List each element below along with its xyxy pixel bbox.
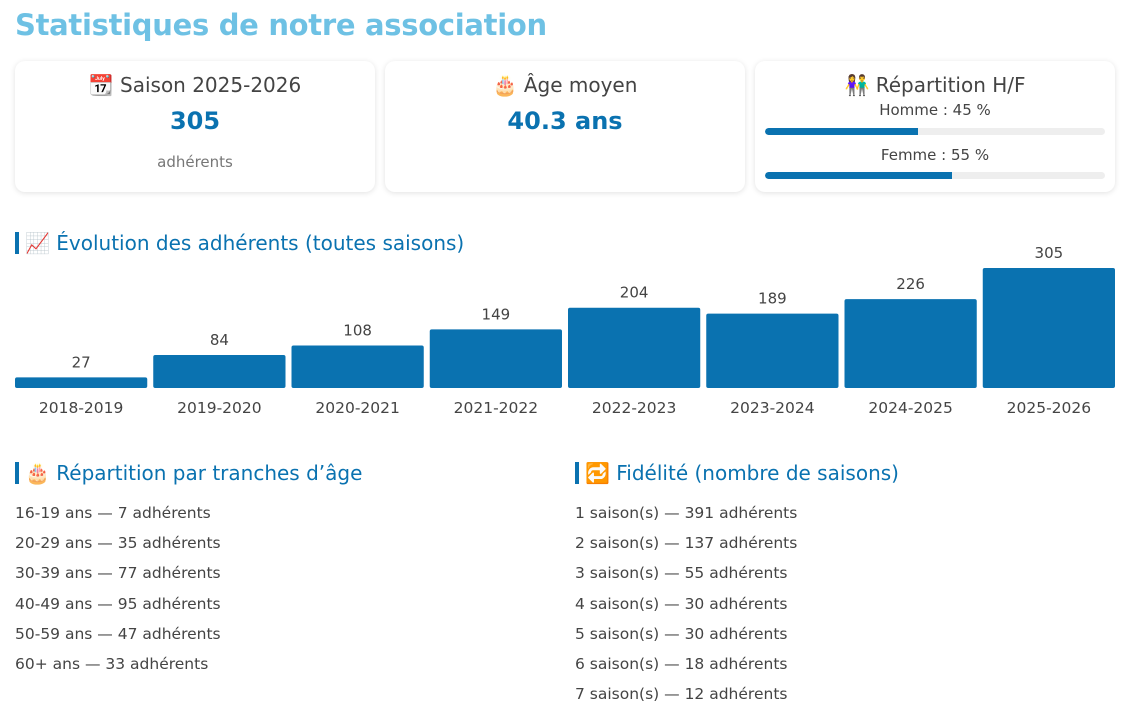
loyalty-item: 3 saison(s) — 55 adhérents (575, 564, 788, 583)
bar-2025-2026 (982, 268, 1115, 388)
female-progress-track (765, 172, 1105, 179)
x-tick-label: 2022-2023 (592, 399, 677, 417)
bar-value-label: 149 (482, 305, 511, 323)
bar-2018-2019 (15, 377, 148, 388)
members-evolution-chart: 27 2018-2019 84 2019-2020 108 2020-2021 149 202… (15, 244, 1115, 417)
loyalty-item: 5 saison(s) — 30 adhérents (575, 624, 788, 643)
bar-value-label: 27 (72, 353, 91, 371)
male-percent-label: Homme : 45 % (879, 101, 991, 119)
x-tick-label: 2018-2019 (39, 399, 124, 417)
age-range-item: 40-49 ans — 95 adhérents (15, 594, 221, 613)
average-age-title: 🎂 Âge moyen (492, 73, 638, 97)
age-range-item: 20-29 ans — 35 adhérents (15, 534, 221, 553)
loyalty-item: 4 saison(s) — 30 adhérents (575, 594, 788, 613)
bar-value-label: 204 (620, 284, 649, 302)
x-tick-label: 2020-2021 (315, 399, 400, 417)
bar-value-label: 305 (1035, 244, 1064, 262)
bar-value-label: 189 (758, 290, 787, 308)
bar-2023-2024 (706, 313, 839, 388)
loyalty-section-title: 🔁 Fidélité (nombre de saisons) (575, 462, 899, 484)
loyalty-list: 1 saison(s) — 391 adhérents 2 saison(s) —… (575, 502, 797, 713)
x-tick-label: 2025-2026 (1007, 399, 1092, 417)
average-age-card: 🎂 Âge moyen 40.3 ans (385, 61, 745, 192)
gender-split-title: 👫 Répartition H/F (844, 73, 1026, 97)
x-tick-label: 2023-2024 (730, 399, 815, 417)
bar-value-label: 84 (210, 331, 229, 349)
bar-value-label: 226 (896, 275, 925, 293)
loyalty-item: 1 saison(s) — 391 adhérents (575, 504, 798, 522)
bar-2024-2025 (844, 299, 977, 388)
loyalty-item: 2 saison(s) — 137 adhérents (575, 534, 798, 553)
female-progress-fill (765, 172, 952, 179)
age-range-item: 50-59 ans — 47 adhérents (15, 624, 221, 643)
age-ranges-list: 16-19 ans — 7 adhérents 20-29 ans — 35 ad… (15, 502, 221, 683)
evolution-section-title: 📈 Évolution des adhérents (toutes saison… (15, 232, 464, 254)
age-range-item: 30-39 ans — 77 adhérents (15, 564, 221, 583)
bar-2020-2021 (291, 345, 424, 388)
season-card: 📆 Saison 2025-2026 305 adhérents (15, 61, 375, 192)
loyalty-item: 7 saison(s) — 12 adhérents (575, 685, 788, 704)
age-range-item: 60+ ans — 33 adhérents (15, 654, 209, 673)
x-tick-label: 2021-2022 (454, 399, 539, 417)
female-percent-label: Femme : 55 % (880, 146, 990, 164)
bar-2019-2020 (153, 354, 286, 388)
male-progress-fill (765, 128, 918, 135)
season-member-label: adhérents (157, 153, 233, 171)
season-member-count: 305 (169, 107, 221, 135)
age-range-item: 16-19 ans — 7 adhérents (15, 504, 211, 522)
male-progress-track (765, 128, 1105, 135)
x-tick-label: 2019-2020 (177, 399, 262, 417)
loyalty-item: 6 saison(s) — 18 adhérents (575, 654, 788, 673)
x-tick-label: 2024-2025 (868, 399, 953, 417)
bar-2022-2023 (568, 307, 701, 388)
bar-2021-2022 (429, 329, 562, 388)
gender-split-card: 👫 Répartition H/F Homme : 45 % Femme : 5… (755, 61, 1115, 192)
age-ranges-section-title: 🎂 Répartition par tranches d’âge (15, 462, 362, 484)
season-card-title: 📆 Saison 2025-2026 (88, 73, 302, 97)
page-title: Statistiques de notre association (15, 8, 547, 42)
bar-value-label: 108 (343, 322, 372, 340)
average-age-value: 40.3 ans (507, 107, 623, 135)
